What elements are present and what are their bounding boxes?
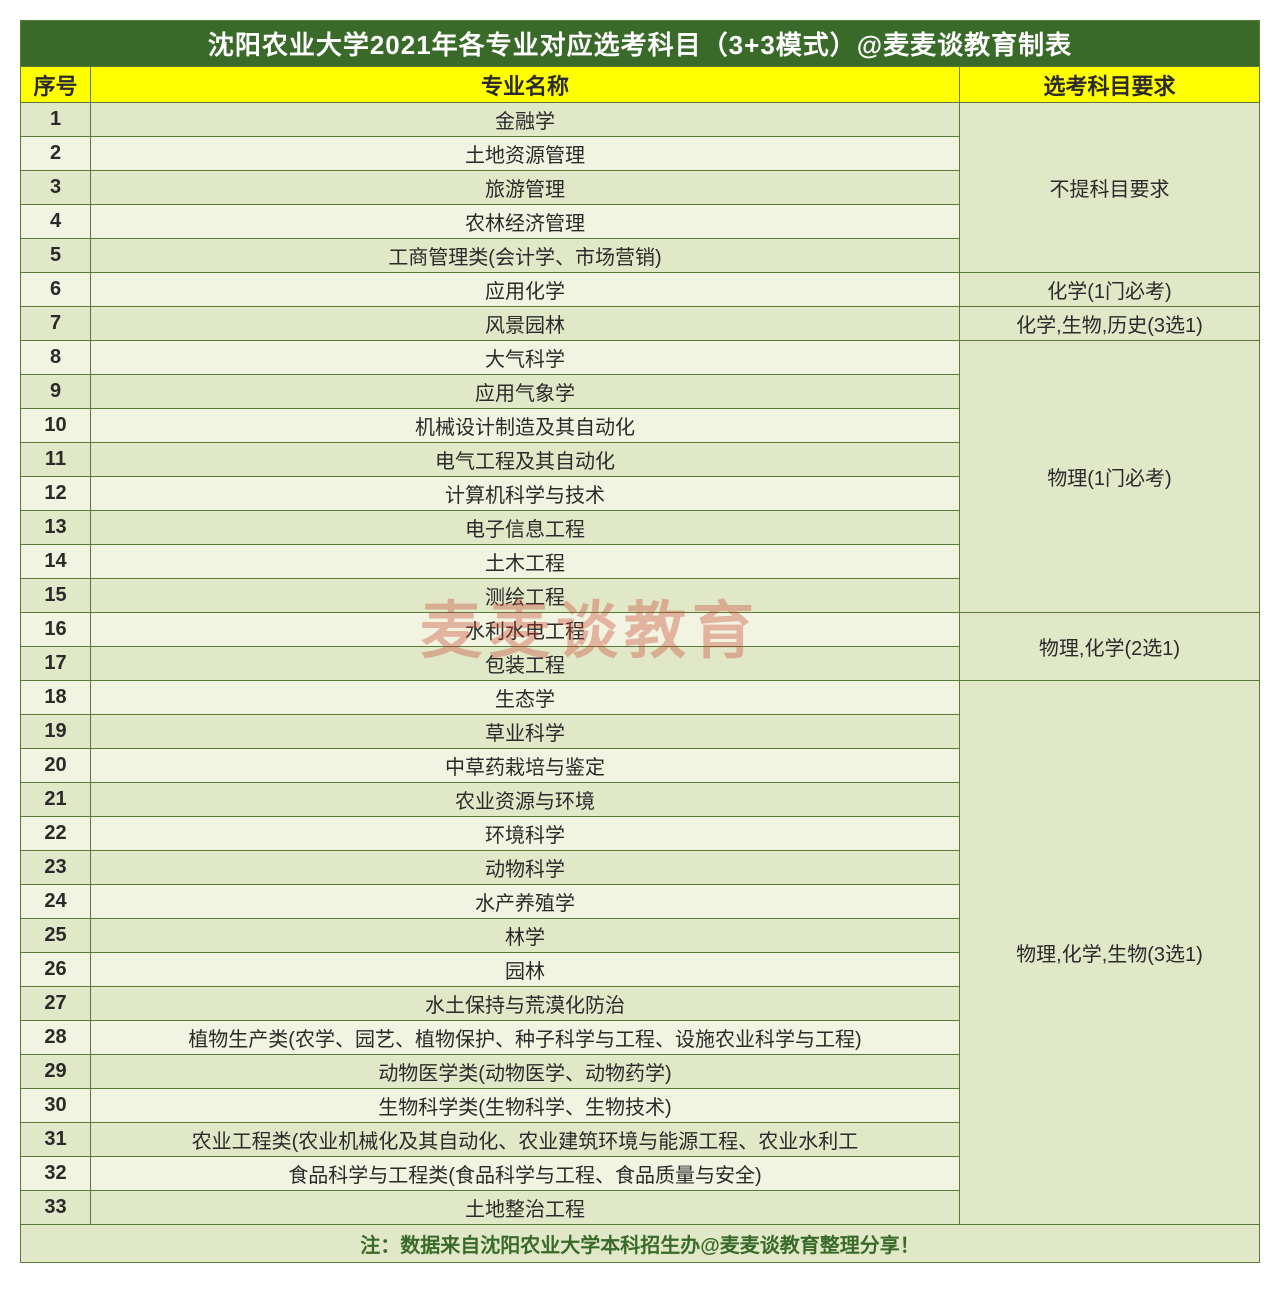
- row-major: 土木工程: [91, 545, 960, 579]
- row-major: 环境科学: [91, 817, 960, 851]
- row-index: 20: [21, 749, 91, 783]
- table-title: 沈阳农业大学2021年各专业对应选考科目（3+3模式）@麦麦谈教育制表: [21, 21, 1260, 67]
- row-index: 5: [21, 239, 91, 273]
- row-requirement: 不提科目要求: [959, 103, 1259, 273]
- row-index: 3: [21, 171, 91, 205]
- row-index: 2: [21, 137, 91, 171]
- row-index: 25: [21, 919, 91, 953]
- row-major: 机械设计制造及其自动化: [91, 409, 960, 443]
- row-major: 园林: [91, 953, 960, 987]
- row-index: 11: [21, 443, 91, 477]
- header-row: 序号专业名称选考科目要求: [21, 67, 1260, 103]
- row-major: 包装工程: [91, 647, 960, 681]
- row-index: 9: [21, 375, 91, 409]
- row-major: 动物医学类(动物医学、动物药学): [91, 1055, 960, 1089]
- footer-row: 注：数据来自沈阳农业大学本科招生办@麦麦谈教育整理分享！: [21, 1225, 1260, 1263]
- row-index: 1: [21, 103, 91, 137]
- row-major: 草业科学: [91, 715, 960, 749]
- row-index: 18: [21, 681, 91, 715]
- row-major: 水产养殖学: [91, 885, 960, 919]
- row-major: 农业资源与环境: [91, 783, 960, 817]
- row-index: 24: [21, 885, 91, 919]
- row-major: 生物科学类(生物科学、生物技术): [91, 1089, 960, 1123]
- row-major: 中草药栽培与鉴定: [91, 749, 960, 783]
- row-major: 旅游管理: [91, 171, 960, 205]
- table-row: 18生态学物理,化学,生物(3选1): [21, 681, 1260, 715]
- row-index: 14: [21, 545, 91, 579]
- row-major: 水土保持与荒漠化防治: [91, 987, 960, 1021]
- row-index: 33: [21, 1191, 91, 1225]
- row-index: 21: [21, 783, 91, 817]
- row-major: 应用气象学: [91, 375, 960, 409]
- row-major: 电子信息工程: [91, 511, 960, 545]
- row-index: 15: [21, 579, 91, 613]
- row-major: 农林经济管理: [91, 205, 960, 239]
- row-index: 26: [21, 953, 91, 987]
- row-major: 植物生产类(农学、园艺、植物保护、种子科学与工程、设施农业科学与工程): [91, 1021, 960, 1055]
- table-row: 6应用化学化学(1门必考): [21, 273, 1260, 307]
- row-major: 水利水电工程: [91, 613, 960, 647]
- row-major: 动物科学: [91, 851, 960, 885]
- row-major: 电气工程及其自动化: [91, 443, 960, 477]
- row-index: 10: [21, 409, 91, 443]
- header-idx: 序号: [21, 67, 91, 103]
- row-index: 8: [21, 341, 91, 375]
- row-requirement: 物理,化学(2选1): [959, 613, 1259, 681]
- table-container: 沈阳农业大学2021年各专业对应选考科目（3+3模式）@麦麦谈教育制表序号专业名…: [20, 20, 1260, 1263]
- title-row: 沈阳农业大学2021年各专业对应选考科目（3+3模式）@麦麦谈教育制表: [21, 21, 1260, 67]
- table-row: 7风景园林化学,生物,历史(3选1): [21, 307, 1260, 341]
- row-major: 土地整治工程: [91, 1191, 960, 1225]
- row-index: 16: [21, 613, 91, 647]
- row-index: 7: [21, 307, 91, 341]
- row-index: 31: [21, 1123, 91, 1157]
- row-index: 12: [21, 477, 91, 511]
- header-major: 专业名称: [91, 67, 960, 103]
- row-index: 29: [21, 1055, 91, 1089]
- row-index: 32: [21, 1157, 91, 1191]
- row-index: 19: [21, 715, 91, 749]
- row-major: 林学: [91, 919, 960, 953]
- table-row: 8大气科学物理(1门必考): [21, 341, 1260, 375]
- row-major: 食品科学与工程类(食品科学与工程、食品质量与安全): [91, 1157, 960, 1191]
- row-major: 土地资源管理: [91, 137, 960, 171]
- row-major: 生态学: [91, 681, 960, 715]
- row-major: 大气科学: [91, 341, 960, 375]
- row-index: 6: [21, 273, 91, 307]
- row-index: 27: [21, 987, 91, 1021]
- row-index: 17: [21, 647, 91, 681]
- row-index: 22: [21, 817, 91, 851]
- row-major: 计算机科学与技术: [91, 477, 960, 511]
- row-requirement: 物理(1门必考): [959, 341, 1259, 613]
- row-requirement: 物理,化学,生物(3选1): [959, 681, 1259, 1225]
- footer-note: 注：数据来自沈阳农业大学本科招生办@麦麦谈教育整理分享！: [21, 1225, 1260, 1263]
- row-major: 测绘工程: [91, 579, 960, 613]
- row-index: 13: [21, 511, 91, 545]
- row-index: 30: [21, 1089, 91, 1123]
- subject-table: 沈阳农业大学2021年各专业对应选考科目（3+3模式）@麦麦谈教育制表序号专业名…: [20, 20, 1260, 1263]
- header-req: 选考科目要求: [959, 67, 1259, 103]
- table-row: 16水利水电工程物理,化学(2选1): [21, 613, 1260, 647]
- row-requirement: 化学,生物,历史(3选1): [959, 307, 1259, 341]
- row-major: 金融学: [91, 103, 960, 137]
- row-major: 风景园林: [91, 307, 960, 341]
- row-major: 工商管理类(会计学、市场营销): [91, 239, 960, 273]
- table-row: 1金融学不提科目要求: [21, 103, 1260, 137]
- row-index: 23: [21, 851, 91, 885]
- row-requirement: 化学(1门必考): [959, 273, 1259, 307]
- row-major: 农业工程类(农业机械化及其自动化、农业建筑环境与能源工程、农业水利工: [91, 1123, 960, 1157]
- row-index: 28: [21, 1021, 91, 1055]
- row-major: 应用化学: [91, 273, 960, 307]
- row-index: 4: [21, 205, 91, 239]
